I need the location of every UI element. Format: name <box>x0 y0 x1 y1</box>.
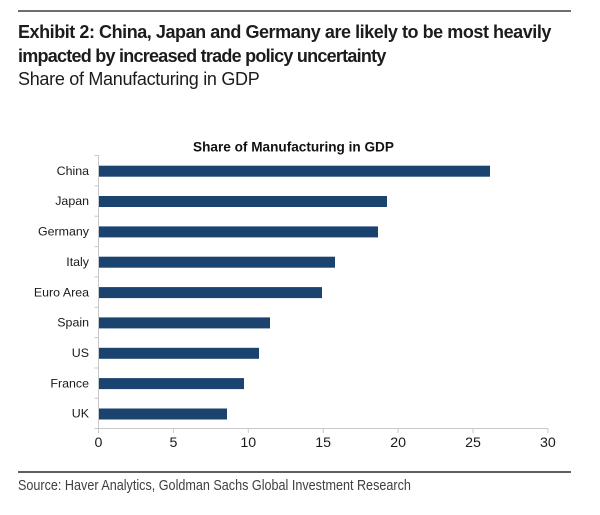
svg-text:US: US <box>72 346 89 360</box>
svg-text:10: 10 <box>240 435 256 451</box>
svg-text:Germany: Germany <box>38 225 90 239</box>
svg-text:China: China <box>57 164 89 178</box>
svg-text:15: 15 <box>315 435 331 451</box>
svg-text:Euro Area: Euro Area <box>34 285 89 299</box>
svg-text:Spain: Spain <box>57 316 89 330</box>
svg-text:5: 5 <box>169 435 177 451</box>
svg-text:UK: UK <box>72 407 90 421</box>
svg-text:0: 0 <box>95 435 103 451</box>
svg-text:Japan: Japan <box>55 194 89 208</box>
svg-text:20: 20 <box>390 435 406 451</box>
svg-text:Share of Manufacturing in GDP: Share of Manufacturing in GDP <box>193 139 394 154</box>
svg-text:Italy: Italy <box>66 255 90 269</box>
svg-text:25: 25 <box>465 435 481 451</box>
svg-text:30: 30 <box>540 435 556 451</box>
svg-text:France: France <box>50 376 89 390</box>
